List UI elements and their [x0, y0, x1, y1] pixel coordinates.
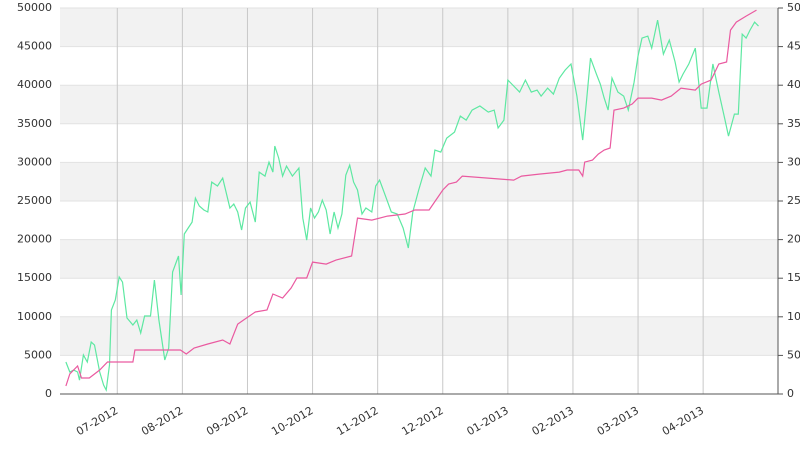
y-tick-label: 20000: [17, 233, 52, 246]
series-line: [65, 19, 759, 392]
y-tick-label: 45000: [17, 40, 52, 53]
grid: [60, 7, 778, 395]
y2-tick-label: 15000: [787, 271, 800, 284]
x-tick-label: 07-2012: [74, 404, 120, 438]
y-tick-label: 40000: [17, 78, 52, 91]
x-tick-label: 08-2012: [139, 404, 185, 438]
grid-band: [60, 162, 778, 201]
lines: [65, 9, 759, 392]
x-tick-label: 11-2012: [334, 404, 380, 438]
grid-band: [60, 239, 778, 279]
y2-tick-label: 40000: [787, 78, 800, 91]
y-tick-label: 35000: [17, 117, 52, 130]
grid-band: [60, 8, 778, 47]
x-tick-label: 04-2013: [660, 404, 706, 438]
y-tick-label: 5000: [24, 348, 52, 361]
x-tick-label: 09-2012: [204, 404, 250, 438]
x-tick-label: 02-2013: [530, 404, 576, 438]
y2-tick-label: 0: [787, 387, 794, 400]
y2-tick-label: 25000: [787, 194, 800, 207]
y-tick-label: 30000: [17, 155, 52, 168]
y2-tick-label: 30000: [787, 155, 800, 168]
y2-tick-label: 50000: [787, 1, 800, 14]
y-tick-label: 15000: [17, 271, 52, 284]
y-tick-label: 0: [45, 387, 52, 400]
y2-labels: 0 5000 10000 15000 20000 25000 30000 35000 40000…: [787, 1, 800, 400]
y2-tick-label: 35000: [787, 117, 800, 130]
grid-band: [60, 85, 778, 124]
x-tick-label: 10-2012: [269, 404, 315, 438]
y-tick-label: 10000: [17, 310, 52, 323]
bands: [60, 8, 778, 356]
series-line: [65, 9, 757, 387]
y2-tick-label: 45000: [787, 40, 800, 53]
y2-tick-label: 20000: [787, 233, 800, 246]
grid-band: [60, 316, 778, 356]
x-tick-label: 03-2013: [595, 404, 641, 438]
x-tick-label: 12-2012: [399, 404, 445, 438]
x-tick-label: 01-2013: [465, 404, 511, 438]
y-tick-label: 25000: [17, 194, 52, 207]
y2-tick-label: 10000: [787, 310, 800, 323]
y-tick-label: 50000: [17, 1, 52, 14]
y2-tick-label: 5000: [787, 348, 800, 361]
